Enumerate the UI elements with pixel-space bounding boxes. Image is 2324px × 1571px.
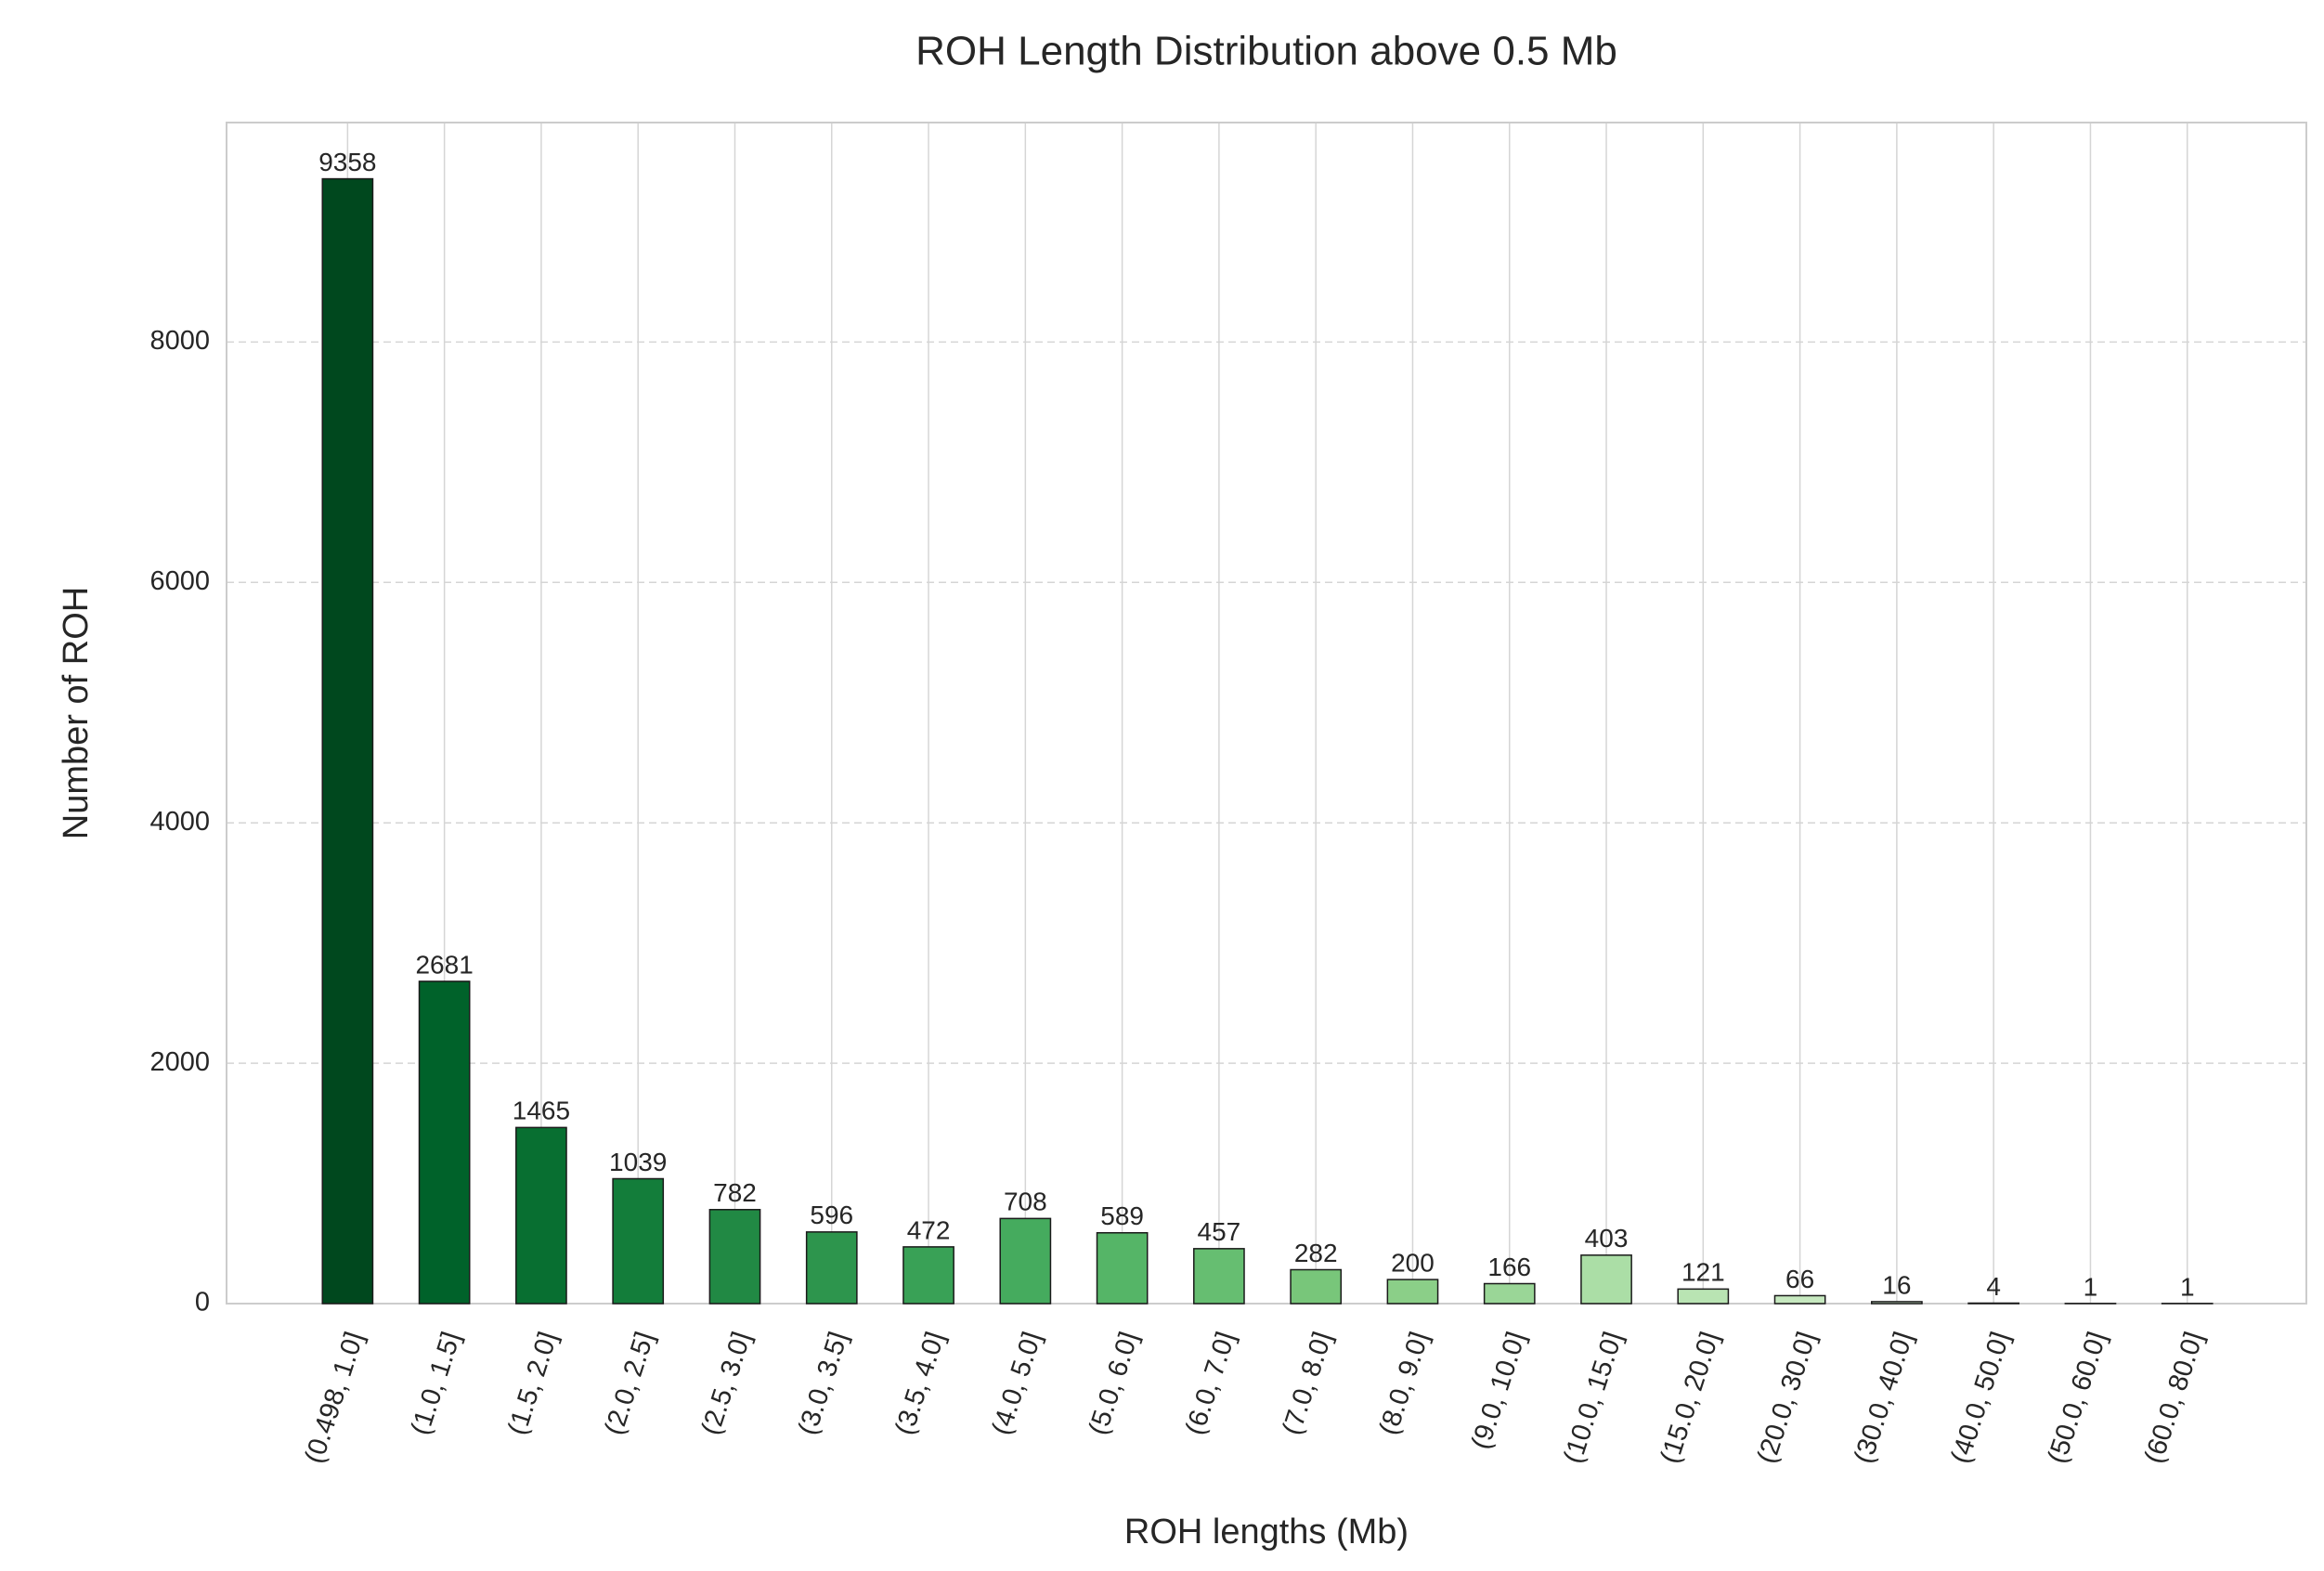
value-label: 166 xyxy=(1487,1253,1531,1281)
x-tick-label: (1.5, 2.0] xyxy=(502,1329,564,1439)
value-label: 282 xyxy=(1294,1239,1338,1267)
bar xyxy=(999,1217,1052,1305)
y-tick-label: 8000 xyxy=(149,326,210,356)
value-label: 457 xyxy=(1198,1217,1241,1246)
y-axis-label: Number of ROH xyxy=(57,587,96,839)
value-label: 9358 xyxy=(318,148,376,176)
bar xyxy=(1773,1294,1826,1305)
bar xyxy=(1193,1248,1245,1305)
x-tick-label: (2.5, 3.0] xyxy=(696,1329,758,1439)
x-tick-label: (3.5, 4.0] xyxy=(889,1329,951,1439)
value-label: 200 xyxy=(1391,1249,1435,1278)
y-tick-label: 0 xyxy=(195,1288,210,1318)
x-tick-label: (15.0, 20.0] xyxy=(1655,1329,1725,1467)
bar xyxy=(1967,1302,2020,1305)
x-tick-label: (40.0, 50.0] xyxy=(1945,1329,2016,1467)
value-label: 16 xyxy=(1882,1270,1911,1299)
bar xyxy=(1677,1288,1730,1305)
y-tick-label: 2000 xyxy=(149,1047,210,1077)
value-label: 1 xyxy=(2180,1272,2195,1301)
bar xyxy=(1096,1232,1149,1305)
value-label: 1 xyxy=(2084,1272,2098,1301)
bar xyxy=(1580,1254,1632,1305)
chart-title: ROH Length Distribution above 0.5 Mb xyxy=(915,29,1617,74)
bar xyxy=(418,980,471,1305)
bar xyxy=(321,177,374,1305)
value-label: 121 xyxy=(1681,1258,1725,1287)
x-tick-label: (9.0, 10.0] xyxy=(1466,1329,1532,1453)
x-tick-label: (5.0, 6.0] xyxy=(1084,1329,1145,1439)
x-axis-label: ROH lengths (Mb) xyxy=(1124,1513,1409,1552)
x-tick-label: (3.0, 3.5] xyxy=(793,1329,854,1439)
x-tick-label: (60.0, 80.0] xyxy=(2139,1329,2210,1467)
value-label: 708 xyxy=(1004,1188,1047,1216)
value-label: 596 xyxy=(810,1201,853,1229)
value-label: 589 xyxy=(1100,1201,1144,1230)
bar xyxy=(902,1246,954,1305)
y-tick-label: 6000 xyxy=(149,566,210,596)
bar xyxy=(612,1177,665,1305)
bar xyxy=(1871,1301,1923,1305)
plot-frame xyxy=(226,122,2307,1305)
x-tick-label: (1.0, 1.5] xyxy=(406,1329,467,1439)
x-tick-label: (50.0, 60.0] xyxy=(2043,1329,2113,1467)
x-tick-label: (10.0, 15.0] xyxy=(1558,1329,1629,1467)
x-tick-label: (6.0, 7.0] xyxy=(1180,1329,1241,1439)
y-tick-label: 4000 xyxy=(149,807,210,837)
x-tick-label: (7.0, 8.0] xyxy=(1277,1329,1338,1439)
x-tick-label: (2.0, 2.5] xyxy=(599,1329,660,1439)
x-tick-label: (20.0, 30.0] xyxy=(1752,1329,1823,1467)
bar xyxy=(708,1209,761,1305)
value-label: 2681 xyxy=(415,950,473,979)
bar xyxy=(515,1126,567,1305)
value-label: 472 xyxy=(907,1215,951,1244)
bar xyxy=(805,1231,858,1305)
value-label: 1465 xyxy=(513,1097,570,1125)
x-tick-label: (30.0, 40.0] xyxy=(1849,1329,1919,1467)
value-label: 403 xyxy=(1585,1224,1629,1253)
x-tick-label: (4.0, 5.0] xyxy=(986,1329,1047,1439)
value-label: 4 xyxy=(1986,1272,2001,1301)
x-tick-label: (0.498, 1.0] xyxy=(300,1329,370,1467)
value-label: 66 xyxy=(1785,1265,1814,1293)
x-tick-label: (8.0, 9.0] xyxy=(1374,1329,1435,1439)
bar xyxy=(1386,1279,1439,1305)
bar xyxy=(1290,1268,1343,1305)
bar xyxy=(1483,1282,1536,1305)
value-label: 1039 xyxy=(609,1148,667,1176)
value-label: 782 xyxy=(713,1178,757,1207)
